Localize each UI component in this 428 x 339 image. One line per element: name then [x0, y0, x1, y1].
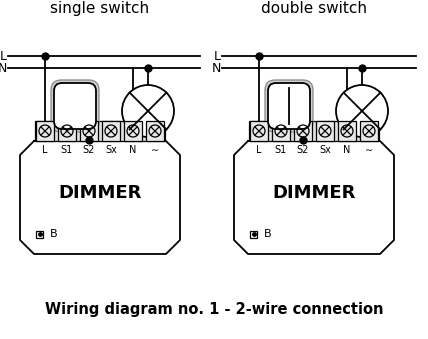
Text: L: L: [256, 145, 262, 155]
Bar: [338, 121, 356, 141]
Text: S1: S1: [275, 145, 287, 155]
Text: ∼: ∼: [365, 145, 373, 155]
Text: S2: S2: [297, 145, 309, 155]
Text: single switch: single switch: [51, 1, 149, 16]
FancyBboxPatch shape: [54, 83, 96, 129]
Text: N: N: [0, 61, 7, 75]
Text: N: N: [343, 145, 351, 155]
Text: L: L: [214, 49, 221, 62]
Bar: [80, 121, 98, 141]
Text: N: N: [129, 145, 137, 155]
Bar: [250, 121, 268, 141]
Text: L: L: [0, 49, 7, 62]
Text: L: L: [42, 145, 48, 155]
Bar: [58, 121, 76, 141]
Bar: [146, 121, 164, 141]
Bar: [249, 121, 379, 141]
Bar: [102, 121, 120, 141]
Text: B: B: [264, 229, 272, 239]
FancyBboxPatch shape: [268, 83, 310, 129]
Circle shape: [336, 85, 388, 137]
Bar: [316, 121, 334, 141]
Bar: [272, 121, 290, 141]
Text: ∼: ∼: [151, 145, 159, 155]
Text: S1: S1: [61, 145, 73, 155]
Text: DIMMER: DIMMER: [272, 184, 356, 202]
FancyBboxPatch shape: [265, 80, 313, 132]
Text: Sx: Sx: [319, 145, 331, 155]
Bar: [294, 121, 312, 141]
Bar: [250, 231, 258, 238]
Bar: [36, 231, 44, 238]
Bar: [360, 121, 378, 141]
Bar: [124, 121, 142, 141]
Text: DIMMER: DIMMER: [58, 184, 142, 202]
Circle shape: [122, 85, 174, 137]
Bar: [35, 121, 165, 141]
FancyBboxPatch shape: [51, 80, 99, 132]
Text: B: B: [50, 229, 58, 239]
Bar: [36, 121, 54, 141]
Text: Sx: Sx: [105, 145, 117, 155]
Text: double switch: double switch: [261, 1, 367, 16]
Text: S2: S2: [83, 145, 95, 155]
Text: Wiring diagram no. 1 - 2-wire connection: Wiring diagram no. 1 - 2-wire connection: [45, 302, 383, 317]
Text: N: N: [211, 61, 221, 75]
